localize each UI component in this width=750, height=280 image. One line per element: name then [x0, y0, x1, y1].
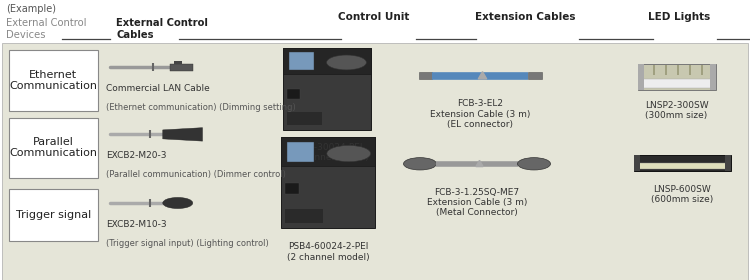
Text: EXCB2-M20-3: EXCB2-M20-3 [106, 151, 167, 160]
Circle shape [163, 197, 193, 209]
Text: (Ethernet communication) (Dimming setting): (Ethernet communication) (Dimming settin… [106, 103, 296, 112]
Text: Control Unit: Control Unit [338, 12, 410, 22]
Bar [701, 66, 703, 75]
Bar [637, 163, 728, 169]
Bar [9, 189, 98, 241]
Bar [725, 155, 731, 171]
Bar [285, 209, 322, 223]
Bar [281, 137, 375, 228]
Circle shape [327, 145, 370, 162]
Bar [638, 64, 644, 90]
Text: (Example): (Example) [6, 4, 56, 14]
Bar [174, 61, 182, 64]
Text: External Control
Devices: External Control Devices [6, 18, 86, 40]
Text: (Parallel communication) (Dimmer control): (Parallel communication) (Dimmer control… [106, 170, 286, 179]
Bar [283, 48, 371, 74]
Bar [287, 142, 314, 162]
Bar [652, 66, 655, 75]
Text: Commercial LAN Cable: Commercial LAN Cable [106, 84, 210, 93]
Bar [528, 72, 542, 79]
Bar [286, 89, 300, 99]
Bar [419, 72, 432, 79]
Bar [676, 66, 680, 75]
Text: LNSP2-300SW
(300mm size): LNSP2-300SW (300mm size) [645, 101, 708, 120]
Circle shape [404, 158, 436, 170]
Bar [689, 66, 692, 75]
Bar [281, 137, 375, 166]
Text: EXCB2-M10-3: EXCB2-M10-3 [106, 220, 167, 229]
Bar [170, 64, 193, 71]
Text: LED Lights: LED Lights [647, 12, 710, 22]
Bar [634, 155, 640, 171]
Bar [2, 43, 748, 280]
Text: Extension Cables: Extension Cables [475, 12, 575, 22]
Bar [634, 155, 731, 171]
Text: Parallel
Communication: Parallel Communication [9, 137, 98, 158]
Text: PSB4-60024-2-PEI
(2 channel model): PSB4-60024-2-PEI (2 channel model) [287, 242, 370, 262]
Bar [9, 118, 98, 178]
Bar [664, 66, 667, 75]
Bar [638, 64, 716, 90]
Text: (Trigger signal input) (Lighting control): (Trigger signal input) (Lighting control… [106, 239, 269, 248]
Text: Trigger signal: Trigger signal [16, 210, 91, 220]
Text: Ethernet
Communication: Ethernet Communication [9, 70, 98, 91]
Circle shape [518, 158, 550, 170]
Bar [285, 183, 299, 194]
Polygon shape [163, 128, 202, 141]
Text: LNSP-600SW
(600mm size): LNSP-600SW (600mm size) [651, 185, 714, 204]
Circle shape [326, 55, 367, 70]
Text: PSB4-30024-PEI
(1 channel model): PSB4-30024-PEI (1 channel model) [286, 143, 368, 162]
Bar [640, 66, 643, 75]
Bar [713, 66, 716, 75]
Text: External Control
Cables: External Control Cables [116, 18, 208, 40]
Bar [640, 79, 714, 88]
Bar [289, 52, 314, 70]
Bar [286, 112, 322, 125]
Bar [283, 48, 371, 130]
Bar [9, 50, 98, 111]
Bar [710, 64, 716, 90]
Text: FCB-3-1.25SQ-ME7
Extension Cable (3 m)
(Metal Connector): FCB-3-1.25SQ-ME7 Extension Cable (3 m) (… [427, 188, 527, 217]
Text: FCB-3-EL2
Extension Cable (3 m)
(EL connector): FCB-3-EL2 Extension Cable (3 m) (EL conn… [430, 99, 530, 129]
